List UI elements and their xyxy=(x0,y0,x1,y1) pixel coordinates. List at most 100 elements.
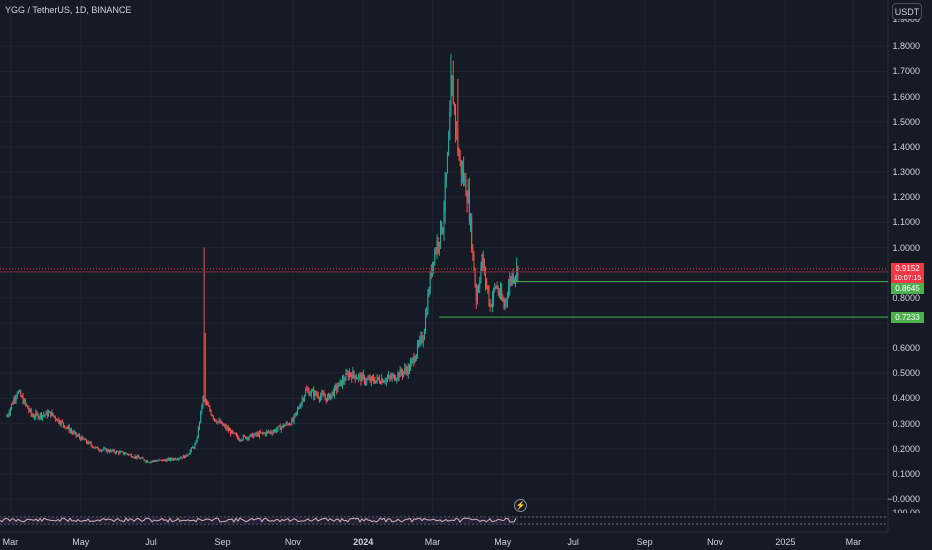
candle-body xyxy=(322,393,324,395)
candle-body xyxy=(31,414,33,417)
candle-body xyxy=(305,389,307,396)
candle-body xyxy=(430,272,432,276)
candle-body xyxy=(208,405,210,407)
candle-body xyxy=(369,378,371,382)
candle-body xyxy=(416,344,418,355)
candle-body xyxy=(435,251,437,253)
candle-body xyxy=(366,379,368,382)
candle-body xyxy=(284,425,286,427)
candle-body xyxy=(19,391,21,393)
candle-body xyxy=(72,431,74,433)
candle-body xyxy=(219,420,221,424)
candle-body xyxy=(342,378,344,386)
candle-body xyxy=(121,451,123,453)
candle-body xyxy=(102,449,104,451)
candle-body xyxy=(367,379,369,381)
candle-body xyxy=(472,249,474,253)
candle-body xyxy=(115,451,117,454)
candle-body xyxy=(249,434,251,438)
candle-body xyxy=(214,418,216,420)
candle-body xyxy=(124,453,126,455)
candle-body xyxy=(192,447,194,449)
candle-body xyxy=(365,381,367,383)
candle-body xyxy=(449,113,451,141)
lightning-icon[interactable]: ⚡ xyxy=(514,499,527,512)
candle-body xyxy=(24,399,26,404)
candle-body xyxy=(494,287,496,290)
candle-body xyxy=(263,432,265,434)
candle-body xyxy=(316,394,318,396)
candle-body xyxy=(188,453,190,455)
candle-body xyxy=(255,433,257,435)
candle-body xyxy=(36,412,38,414)
candle-body xyxy=(114,452,116,454)
candle-body xyxy=(66,427,68,429)
candle-body xyxy=(406,370,408,374)
candle-body xyxy=(505,299,507,301)
indicator-line xyxy=(0,517,517,523)
candle-body xyxy=(88,441,90,444)
candle-body xyxy=(151,461,153,463)
candle-body xyxy=(256,433,258,435)
candle-body xyxy=(444,181,446,212)
candle-body xyxy=(17,391,19,394)
candle-body xyxy=(42,414,44,418)
candle-body xyxy=(323,394,325,398)
candle-body xyxy=(134,456,136,458)
candle-body xyxy=(363,375,365,383)
candle-body xyxy=(95,447,97,449)
candle-body xyxy=(295,411,297,414)
candle-body xyxy=(443,211,445,230)
candle-body xyxy=(286,423,288,425)
candle-body xyxy=(155,460,157,462)
candle-body xyxy=(292,419,294,422)
candle-body xyxy=(267,431,269,433)
candle-body xyxy=(15,396,17,400)
candle-body xyxy=(207,402,209,406)
currency-button[interactable]: USDT xyxy=(892,3,922,20)
countdown-tag: 10:07:15 xyxy=(891,274,924,284)
candle-body xyxy=(314,391,316,397)
candle-body xyxy=(285,423,287,426)
candle-body xyxy=(495,286,497,288)
candle-body xyxy=(159,459,161,461)
candle-body xyxy=(54,416,56,420)
candle-body xyxy=(65,427,67,429)
candle-body xyxy=(218,420,220,422)
candle-body xyxy=(77,435,79,437)
candle-body xyxy=(332,391,334,396)
candle-body xyxy=(324,397,326,399)
candle-body xyxy=(56,419,58,421)
candle-body xyxy=(321,393,323,397)
candle-body xyxy=(351,374,353,379)
candle-body xyxy=(248,437,250,439)
candle-body xyxy=(117,451,119,453)
time-axis-label: May xyxy=(72,537,90,547)
candle-body xyxy=(140,458,142,460)
candle-body xyxy=(157,460,159,462)
candle-body xyxy=(89,441,91,443)
candle-body xyxy=(413,357,415,363)
candle-body xyxy=(145,460,147,462)
candle-body xyxy=(71,430,73,432)
candle-body xyxy=(197,427,199,438)
candle-body xyxy=(32,416,34,418)
candle-body xyxy=(141,457,143,459)
time-axis-label: Jul xyxy=(145,537,157,547)
candle-body xyxy=(64,425,66,428)
candle-body xyxy=(352,371,354,379)
candle-body xyxy=(390,377,392,379)
candle-body xyxy=(50,411,52,416)
candle-body xyxy=(76,435,78,437)
candle-body xyxy=(126,453,128,455)
candle-body xyxy=(87,442,89,444)
candle-body xyxy=(119,451,121,454)
candle-body xyxy=(415,354,417,360)
candle-body xyxy=(175,459,177,461)
candle-body xyxy=(37,413,39,419)
candle-body xyxy=(133,457,135,459)
candle-body xyxy=(310,391,312,395)
candle-body xyxy=(39,413,41,417)
candle-body xyxy=(8,413,10,415)
